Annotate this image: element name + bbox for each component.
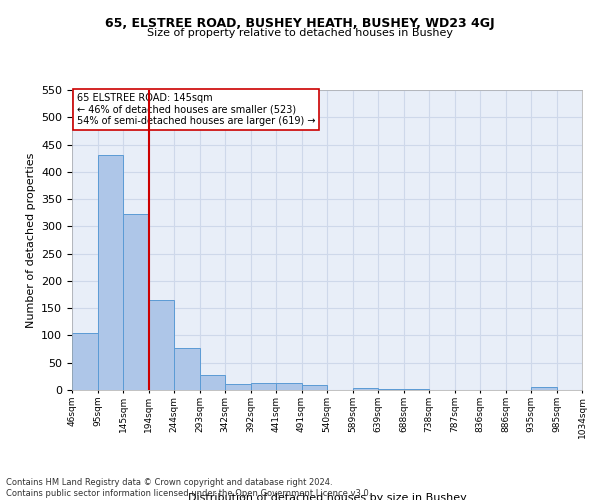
Bar: [531, 388, 557, 390]
Bar: [199, 376, 225, 390]
Text: Size of property relative to detached houses in Bushey: Size of property relative to detached ho…: [147, 28, 453, 38]
Bar: [123, 214, 149, 390]
Bar: [225, 384, 251, 390]
Bar: [302, 385, 327, 390]
Bar: [174, 348, 199, 390]
Text: 65, ELSTREE ROAD, BUSHEY HEATH, BUSHEY, WD23 4GJ: 65, ELSTREE ROAD, BUSHEY HEATH, BUSHEY, …: [105, 18, 495, 30]
X-axis label: Distribution of detached houses by size in Bushey: Distribution of detached houses by size …: [188, 493, 466, 500]
Y-axis label: Number of detached properties: Number of detached properties: [26, 152, 35, 328]
Text: 65 ELSTREE ROAD: 145sqm
← 46% of detached houses are smaller (523)
54% of semi-d: 65 ELSTREE ROAD: 145sqm ← 46% of detache…: [77, 93, 316, 126]
Bar: [276, 384, 302, 390]
Bar: [149, 300, 174, 390]
Bar: [251, 383, 276, 390]
Text: Contains HM Land Registry data © Crown copyright and database right 2024.
Contai: Contains HM Land Registry data © Crown c…: [6, 478, 371, 498]
Bar: [378, 389, 404, 390]
Bar: [97, 156, 123, 390]
Bar: [72, 332, 97, 390]
Bar: [353, 388, 378, 390]
